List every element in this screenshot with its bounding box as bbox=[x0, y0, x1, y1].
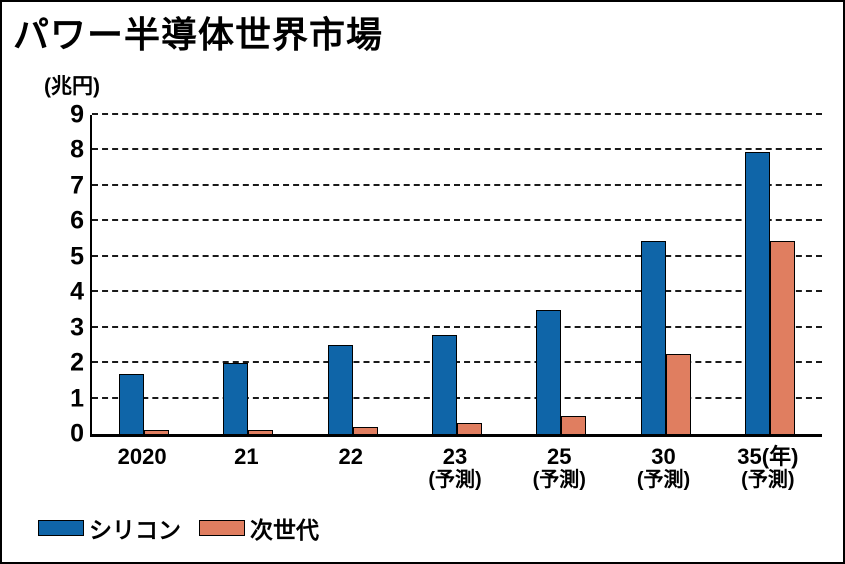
x-tick-year: 30 bbox=[651, 444, 676, 469]
bar-silicon-35(年) bbox=[744, 152, 770, 434]
gridline-1 bbox=[92, 396, 822, 399]
bar-silicon-23 bbox=[431, 334, 457, 434]
gridline-5 bbox=[92, 254, 822, 257]
gridline-7 bbox=[92, 183, 822, 186]
bar-silicon-2020 bbox=[119, 373, 145, 434]
y-axis-unit-label: (兆円) bbox=[44, 75, 100, 98]
gridline-2 bbox=[92, 361, 822, 364]
x-tick-year: 23 bbox=[442, 444, 468, 469]
bar-group-23 bbox=[405, 115, 509, 434]
y-tick-0: 0 bbox=[70, 419, 84, 448]
bar-next-gen-25 bbox=[561, 416, 587, 434]
legend-swatch-silicon bbox=[38, 520, 84, 536]
bar-groups bbox=[92, 115, 822, 434]
plot-area bbox=[90, 113, 822, 437]
y-axis-tick-labels: 0 1 2 3 4 5 6 7 8 9 bbox=[32, 102, 84, 446]
bar-next-gen-23 bbox=[456, 423, 482, 434]
y-tick-5: 5 bbox=[70, 242, 84, 271]
x-tick-forecast-note: (予測) bbox=[428, 469, 482, 492]
y-tick-3: 3 bbox=[70, 313, 84, 342]
bar-group-35(年) bbox=[718, 115, 822, 434]
chart-title: パワー半導体世界市場 bbox=[13, 14, 384, 55]
legend-label-silicon: シリコン bbox=[89, 517, 181, 543]
y-tick-4: 4 bbox=[70, 277, 84, 306]
y-tick-8: 8 bbox=[70, 135, 84, 164]
x-tick-2020: 2020 bbox=[90, 444, 194, 492]
legend-item-next-gen: 次世代 bbox=[199, 511, 319, 545]
bar-silicon-25 bbox=[536, 309, 562, 434]
y-tick-6: 6 bbox=[70, 206, 84, 235]
gridline-3 bbox=[92, 325, 822, 328]
x-axis-tick-labels: 2020 21 22 23 (予測) 25 (予測) 30 (予測) 35(年) (予測) bbox=[90, 444, 820, 492]
legend-item-silicon: シリコン bbox=[38, 511, 181, 545]
y-tick-1: 1 bbox=[70, 384, 84, 413]
bar-next-gen-2020 bbox=[144, 430, 170, 434]
x-tick-year: 35(年) bbox=[737, 444, 799, 469]
y-tick-7: 7 bbox=[70, 171, 84, 200]
bar-group-30 bbox=[613, 115, 717, 434]
x-tick-year: 21 bbox=[234, 444, 259, 469]
bar-next-gen-21 bbox=[248, 430, 274, 434]
bar-group-25 bbox=[509, 115, 613, 434]
x-tick-23: 23 (予測) bbox=[403, 444, 507, 492]
x-tick-forecast-note: (予測) bbox=[741, 469, 795, 492]
gridline-9 bbox=[92, 113, 822, 115]
legend-label-next-gen: 次世代 bbox=[250, 517, 319, 543]
x-tick-25: 25 (予測) bbox=[507, 444, 611, 492]
legend-swatch-next-gen bbox=[199, 520, 245, 536]
y-tick-2: 2 bbox=[70, 348, 84, 377]
bar-group-2020 bbox=[92, 115, 196, 434]
bar-next-gen-22 bbox=[352, 426, 378, 434]
x-tick-21: 21 bbox=[194, 444, 298, 492]
x-tick-year: 22 bbox=[338, 444, 363, 469]
y-tick-9: 9 bbox=[70, 100, 84, 129]
bar-silicon-30 bbox=[640, 240, 666, 434]
x-tick-forecast-note: (予測) bbox=[532, 469, 586, 492]
bar-next-gen-35(年) bbox=[769, 240, 795, 434]
bar-group-21 bbox=[196, 115, 300, 434]
legend: シリコン 次世代 bbox=[38, 511, 337, 545]
bar-group-22 bbox=[301, 115, 405, 434]
x-tick-forecast-note: (予測) bbox=[636, 469, 691, 492]
x-tick-year: 25 bbox=[547, 444, 572, 469]
bar-silicon-22 bbox=[327, 345, 353, 434]
bar-silicon-21 bbox=[223, 363, 249, 434]
x-tick-22: 22 bbox=[299, 444, 403, 492]
x-tick-year: 2020 bbox=[117, 444, 167, 469]
x-tick-30: 30 (予測) bbox=[611, 444, 715, 492]
gridline-4 bbox=[92, 290, 822, 293]
bar-next-gen-30 bbox=[665, 354, 691, 434]
gridline-6 bbox=[92, 219, 822, 222]
gridline-8 bbox=[92, 148, 822, 151]
x-tick-35(年): 35(年) (予測) bbox=[716, 444, 820, 492]
